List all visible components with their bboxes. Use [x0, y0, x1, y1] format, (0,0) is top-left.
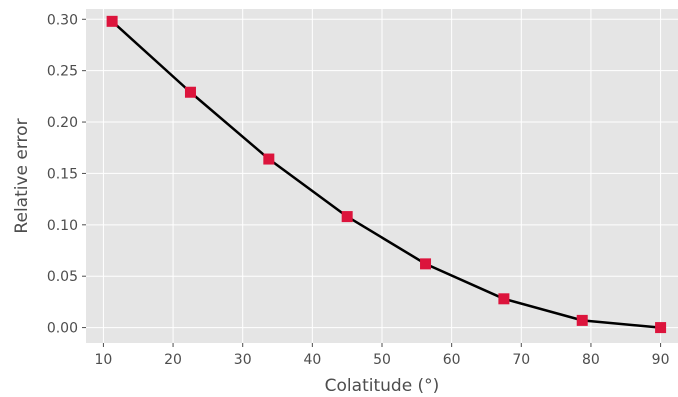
- x-tick-label: 60: [443, 352, 461, 368]
- data-point-marker: [106, 15, 118, 27]
- x-tick-label: 10: [94, 352, 112, 368]
- y-axis-ticks: 0.00 0.05 0.10 0.15 0.20 0.25 0.30: [47, 12, 86, 337]
- data-point-marker: [576, 314, 588, 326]
- data-point-marker: [184, 86, 196, 98]
- data-point-marker: [655, 322, 667, 334]
- y-tick-label: 0.10: [47, 218, 78, 234]
- x-axis-label: Colatitude (°): [325, 376, 440, 396]
- data-point-marker: [498, 293, 510, 305]
- grid-lines: [86, 9, 678, 343]
- series-layer: [106, 15, 667, 334]
- x-tick-label: 30: [234, 352, 252, 368]
- x-tick-label: 20: [164, 352, 182, 368]
- x-tick-label: 80: [582, 352, 600, 368]
- y-tick-label: 0.30: [47, 12, 78, 28]
- data-point-marker: [420, 258, 432, 270]
- data-point-marker: [263, 153, 275, 165]
- data-point-marker: [341, 211, 353, 223]
- y-tick-label: 0.20: [47, 115, 78, 131]
- x-tick-label: 50: [373, 352, 391, 368]
- y-axis-label: Relative error: [12, 118, 32, 233]
- x-tick-label: 70: [512, 352, 530, 368]
- x-axis-ticks: 10 20 30 40 50 60 70 80 90: [94, 343, 670, 368]
- y-tick-label: 0.15: [47, 166, 78, 182]
- y-tick-label: 0.00: [47, 321, 78, 337]
- x-tick-label: 90: [652, 352, 670, 368]
- y-tick-label: 0.05: [47, 269, 78, 285]
- series-line: [111, 20, 661, 329]
- x-tick-label: 40: [303, 352, 321, 368]
- y-tick-label: 0.25: [47, 64, 78, 80]
